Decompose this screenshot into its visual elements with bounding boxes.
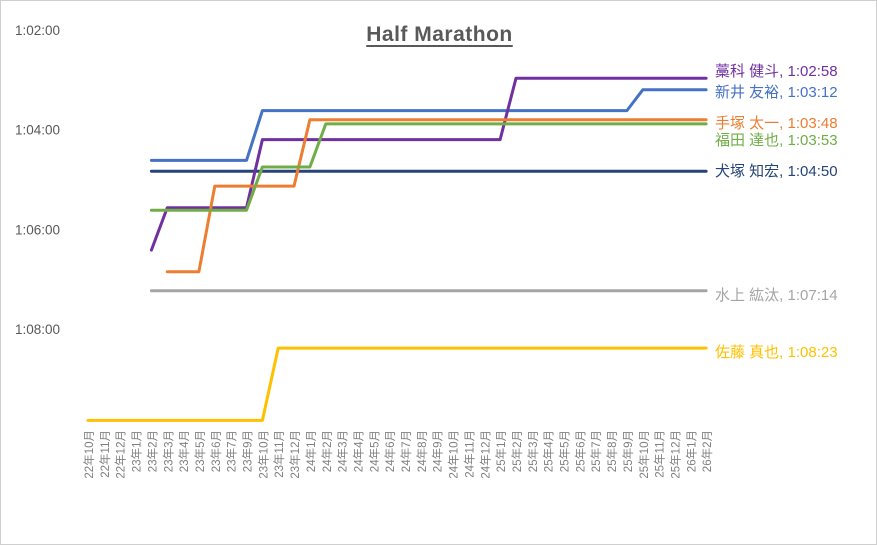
- series-end-label: 佐藤 真也, 1:08:23: [715, 343, 838, 361]
- y-tick-label: 1:02:00: [15, 23, 60, 38]
- series-line: [149, 88, 708, 162]
- x-tick-label: 23年6月: [209, 430, 223, 472]
- x-tick-label: 25年5月: [558, 430, 572, 472]
- x-tick-label: 25年1月: [494, 430, 508, 472]
- series-line: [86, 346, 708, 422]
- x-tick-label: 23年1月: [130, 430, 144, 472]
- x-tick-label: 24年7月: [399, 430, 413, 472]
- y-tick-label: 1:08:00: [15, 322, 60, 337]
- x-tick-label: 26年2月: [700, 430, 714, 472]
- x-tick-label: 24年1月: [304, 430, 318, 472]
- chart-title: Half Marathon: [366, 23, 513, 46]
- x-tick-label: 25年9月: [621, 430, 635, 472]
- series-end-label: 犬塚 知宏, 1:04:50: [715, 163, 838, 180]
- x-tick-label: 22年12月: [114, 430, 128, 479]
- x-tick-label: 23年4月: [177, 430, 191, 472]
- x-tick-label: 24年11月: [462, 430, 476, 478]
- series-end-label: 藁科 健斗, 1:02:58: [715, 63, 838, 80]
- y-tick-label: 1:04:00: [15, 123, 60, 138]
- series-end-label: 新井 友裕, 1:03:12: [715, 84, 838, 101]
- x-tick-label: 26年1月: [684, 430, 698, 472]
- series-end-label: 水上 紘汰, 1:07:14: [715, 287, 838, 304]
- x-tick-label: 23年5月: [193, 430, 207, 472]
- x-tick-label: 25年11月: [653, 430, 667, 478]
- x-tick-label: 23年12月: [288, 430, 302, 479]
- y-tick-label: 1:06:00: [15, 222, 60, 237]
- series-line: [149, 76, 708, 252]
- x-tick-label: 25年8月: [605, 430, 619, 472]
- series-end-label: 手塚 太一, 1:03:48: [715, 115, 838, 132]
- series-line: [165, 118, 708, 274]
- x-tick-label: 24年8月: [415, 430, 429, 472]
- x-tick-label: 24年2月: [320, 430, 334, 472]
- x-tick-label: 25年7月: [589, 430, 603, 472]
- x-tick-label: 23年10月: [256, 430, 270, 479]
- x-tick-label: 24年10月: [447, 430, 461, 479]
- x-tick-label: 25年12月: [668, 430, 682, 479]
- x-tick-label: 23年2月: [145, 430, 159, 472]
- x-tick-label: 25年10月: [637, 430, 651, 479]
- x-tick-label: 22年10月: [82, 430, 96, 479]
- x-tick-label: 24年3月: [336, 430, 350, 472]
- x-tick-label: 22年11月: [98, 430, 112, 478]
- x-tick-label: 23年7月: [225, 430, 239, 472]
- x-tick-label: 25年6月: [573, 430, 587, 472]
- x-tick-label: 25年3月: [526, 430, 540, 472]
- x-tick-label: 24年5月: [367, 430, 381, 472]
- series-end-label: 福田 達也, 1:03:53: [715, 132, 838, 149]
- x-tick-label: 25年2月: [510, 430, 524, 472]
- x-tick-label: 23年11月: [272, 430, 286, 478]
- x-tick-label: 25年4月: [542, 430, 556, 472]
- x-tick-label: 24年9月: [431, 430, 445, 472]
- x-tick-label: 24年4月: [351, 430, 365, 472]
- x-tick-label: 24年12月: [478, 430, 492, 479]
- series-line: [149, 122, 708, 212]
- x-tick-label: 23年9月: [241, 430, 255, 472]
- x-tick-label: 24年6月: [383, 430, 397, 472]
- x-tick-label: 23年3月: [161, 430, 175, 472]
